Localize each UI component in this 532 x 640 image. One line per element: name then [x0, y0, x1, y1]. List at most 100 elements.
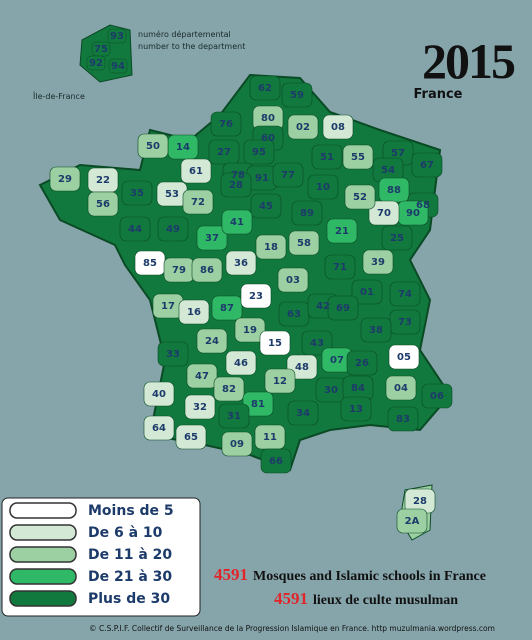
department-code: 83: [396, 414, 410, 425]
department: [87, 191, 119, 217]
legend-swatch: [9, 502, 77, 519]
department-code: 14: [176, 142, 190, 153]
department-code: 73: [398, 317, 412, 328]
legend-swatch: [9, 590, 77, 607]
total-count: 4591: [274, 589, 308, 608]
department: [213, 376, 245, 402]
department: [218, 403, 250, 429]
department-code: 52: [353, 192, 367, 203]
department-code: 13: [349, 404, 363, 415]
department: [49, 166, 81, 192]
inset-department: [107, 28, 127, 44]
department-code: 03: [286, 275, 300, 286]
department: [180, 158, 212, 184]
department: [234, 317, 266, 343]
department-code: 95: [252, 147, 266, 158]
department: [184, 394, 216, 420]
department: [368, 200, 400, 226]
department-code: 90: [406, 208, 420, 219]
inset-code: 94: [111, 61, 125, 72]
department: [255, 234, 287, 260]
department-code: 67: [420, 160, 434, 171]
department-code: 08: [331, 122, 345, 133]
department: [250, 193, 282, 219]
department: [196, 328, 228, 354]
department: [121, 180, 153, 206]
legend: Moins de 5 De 6 à 10 De 11 à 20 De 21 à 30 P…: [9, 502, 174, 607]
department-code: 29: [58, 174, 72, 185]
department: [342, 144, 374, 170]
department-code: 39: [371, 257, 385, 268]
department-code: 01: [360, 287, 374, 298]
department: [157, 216, 189, 242]
department-code: 55: [351, 152, 365, 163]
department: [175, 424, 207, 450]
department-code: 28: [229, 180, 243, 191]
department-code: 09: [230, 439, 244, 450]
department-code: 18: [264, 242, 278, 253]
department-code: 71: [333, 262, 347, 273]
department-code: 60: [261, 133, 275, 144]
department: [344, 184, 376, 210]
department: [178, 299, 210, 325]
department: [287, 400, 319, 426]
department-code: 06: [430, 391, 444, 402]
department-code: 48: [295, 362, 309, 373]
department-code: 12: [273, 376, 287, 387]
department-code: 42: [316, 301, 330, 312]
department-code: 36: [234, 258, 248, 269]
department-code: 49: [166, 224, 180, 235]
department-code: 25: [390, 233, 404, 244]
department: [388, 344, 420, 370]
legend-swatch: [9, 524, 77, 541]
department-labels: 62 59 80 02 08 76 60 14 50 27 95 78 91 77 51 55 57 67 54 88…: [58, 83, 444, 527]
department-code: 31: [227, 411, 241, 422]
department-code: 89: [300, 208, 314, 219]
department-code: 80: [261, 113, 275, 124]
department: [287, 114, 319, 140]
department-code: 63: [287, 309, 301, 320]
department-code: 72: [191, 197, 205, 208]
department: [208, 139, 240, 165]
legend-label: Plus de 30: [88, 591, 170, 607]
department: [389, 281, 421, 307]
department-code: 45: [259, 201, 273, 212]
department: [272, 162, 304, 188]
department-code: 65: [184, 432, 198, 443]
department-code: 74: [398, 289, 412, 300]
department: [157, 341, 189, 367]
department-code: 40: [152, 389, 166, 400]
department: [362, 249, 394, 275]
legend-swatch: [9, 546, 77, 563]
department-code: 87: [220, 303, 234, 314]
department: [346, 350, 378, 376]
inset-note: number to the department: [138, 42, 245, 51]
inset-note: numéro départemental: [138, 29, 231, 39]
department: [291, 200, 323, 226]
department: [191, 257, 223, 283]
department: [396, 508, 428, 534]
department-code: 43: [310, 338, 324, 349]
legend-label: De 11 à 20: [88, 547, 172, 563]
department-code: 70: [377, 208, 391, 219]
department-code: 85: [143, 258, 157, 269]
department: [225, 250, 257, 276]
total-text: lieux de culte musulman: [313, 593, 458, 608]
department-code: 77: [281, 170, 295, 181]
legend-label: Moins de 5: [88, 503, 174, 519]
department-code: 33: [166, 349, 180, 360]
department-code: 35: [130, 188, 144, 199]
department-code: 27: [217, 147, 231, 158]
department-code: 17: [161, 301, 175, 312]
department: [182, 189, 214, 215]
department-code: 10: [316, 182, 330, 193]
department: [186, 363, 218, 389]
department: [360, 317, 392, 343]
department-code: 78: [231, 170, 245, 181]
inset-department: [108, 58, 128, 74]
department-code: 66: [269, 456, 283, 467]
department-code: 81: [251, 399, 265, 410]
department: [381, 225, 413, 251]
department: [137, 133, 169, 159]
department-code: 07: [330, 355, 344, 366]
